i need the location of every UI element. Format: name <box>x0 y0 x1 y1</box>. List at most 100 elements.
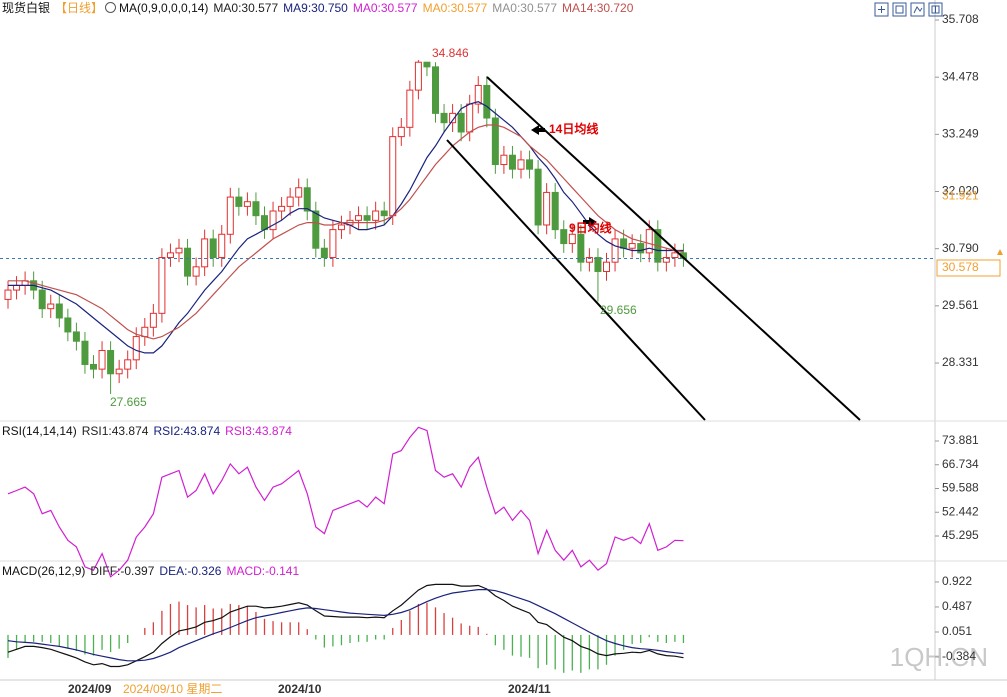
candle-body <box>603 261 610 272</box>
candle-body <box>457 112 465 133</box>
y-tick-label: 28.331 <box>942 355 979 369</box>
candle-body <box>568 233 576 245</box>
candle-body <box>466 103 474 133</box>
candle-body <box>235 196 243 207</box>
high-label: 34.846 <box>432 46 469 60</box>
channel-line <box>486 76 861 421</box>
x-tick-label: 2024/11 <box>508 682 551 696</box>
candle-body <box>98 350 106 370</box>
candle-body <box>192 266 200 277</box>
y-tick-label: 30.790 <box>942 241 979 255</box>
candle-body <box>611 238 619 263</box>
y-tick-label: 29.561 <box>942 298 979 312</box>
candle-body <box>380 210 388 217</box>
toolbar <box>874 2 943 17</box>
x-tick-label: 2024/10 <box>278 682 322 696</box>
legend-entry: MA0:30.577 <box>492 1 558 15</box>
legend-entry: MA0:30.577 <box>422 1 488 15</box>
candle-body <box>474 84 482 105</box>
toolbar-button[interactable] <box>928 2 943 17</box>
annotation: 14日均线 <box>549 121 598 136</box>
candle-body <box>149 312 157 328</box>
price-box <box>936 259 1001 277</box>
candle-body <box>90 363 97 370</box>
toolbar-button[interactable] <box>874 2 889 17</box>
legend-entry: MA14:30.720 <box>562 1 634 15</box>
y-tick-label: 0.487 <box>942 599 972 613</box>
current-price-label: 30.578 <box>942 260 979 274</box>
candle-body <box>543 191 551 226</box>
y-tick-label: 35.708 <box>942 12 979 26</box>
y-tick-label: 59.588 <box>942 481 979 495</box>
panel-header: RSI(14,14,14) RSI1:43.874 RSI2:43.874 RSI3:… <box>2 424 297 438</box>
candle-body <box>637 243 645 254</box>
candle-body <box>124 359 132 370</box>
candle-body <box>115 368 123 375</box>
y-tick-label: 45.295 <box>942 528 979 542</box>
candle-body <box>491 117 499 166</box>
candle-body <box>81 340 89 365</box>
arrow <box>531 125 545 135</box>
legend-entry: MA0:30.577 <box>213 1 279 15</box>
candle-body <box>72 331 80 342</box>
ma-line <box>8 124 684 340</box>
candle-body <box>4 289 12 300</box>
panel-title: RSI(14,14,14) <box>2 424 77 438</box>
candle-body <box>389 136 397 217</box>
candle-body <box>432 66 439 114</box>
candle-body <box>132 336 140 361</box>
candle-body <box>414 61 422 91</box>
candle-body <box>278 205 286 212</box>
candle-body <box>295 187 303 198</box>
x-tick-label: 2024/09 <box>68 682 112 696</box>
candle-body <box>508 154 516 170</box>
candle-body <box>671 252 679 259</box>
candle-body <box>252 201 260 217</box>
candle-body <box>55 303 63 319</box>
candle-body <box>107 350 115 375</box>
legend-entry: RSI1:43.874 <box>81 424 149 438</box>
panel-header: MACD(26,12,9) DIFF:-0.397 DEA:-0.326 MACD:-… <box>2 564 304 578</box>
legend-entry: DEA:-0.326 <box>159 564 222 578</box>
candle-body <box>372 210 380 221</box>
macd-line <box>7 583 684 668</box>
legend-entry: MA9:30.750 <box>283 1 348 15</box>
candle-body <box>560 229 568 245</box>
candle-body <box>620 238 628 249</box>
candle-body <box>64 317 72 333</box>
candle-body <box>440 112 448 124</box>
candle-body <box>303 187 311 212</box>
candle-body <box>500 154 508 166</box>
legend-entry: RSI3:43.874 <box>225 424 292 438</box>
candle-body <box>337 224 345 231</box>
macd-line <box>7 589 684 662</box>
indicator: MA(0,9,0,0,0,14) <box>119 1 209 15</box>
candle-body <box>585 257 593 263</box>
toolbar-button[interactable] <box>910 2 925 17</box>
legend-entry: MACD:-0.141 <box>226 564 300 578</box>
candle-body <box>269 210 277 231</box>
candle-body <box>184 247 192 277</box>
y-tick-label: 66.734 <box>942 457 979 471</box>
legend-entry: DIFF:-0.397 <box>90 564 155 578</box>
period: 【日线】 <box>55 1 104 15</box>
y-tick-label: 33.249 <box>942 127 979 141</box>
candle-body <box>261 215 268 231</box>
arrow <box>583 217 597 227</box>
candle-body <box>449 112 457 124</box>
candle-body <box>47 303 55 310</box>
candle-body <box>38 289 46 310</box>
candle-body <box>141 326 149 338</box>
toolbar-button[interactable] <box>892 2 907 17</box>
legend-entry: MA0:30.577 <box>352 1 418 15</box>
low-label: 27.665 <box>110 395 147 409</box>
candle-body <box>158 257 166 314</box>
price-marker <box>997 249 1003 255</box>
candle-body <box>175 247 183 254</box>
toolbar-icon <box>878 5 940 14</box>
y-tick-label: 52.442 <box>942 504 979 518</box>
legend-entry: RSI2:43.874 <box>153 424 221 438</box>
candle-body <box>645 229 653 254</box>
